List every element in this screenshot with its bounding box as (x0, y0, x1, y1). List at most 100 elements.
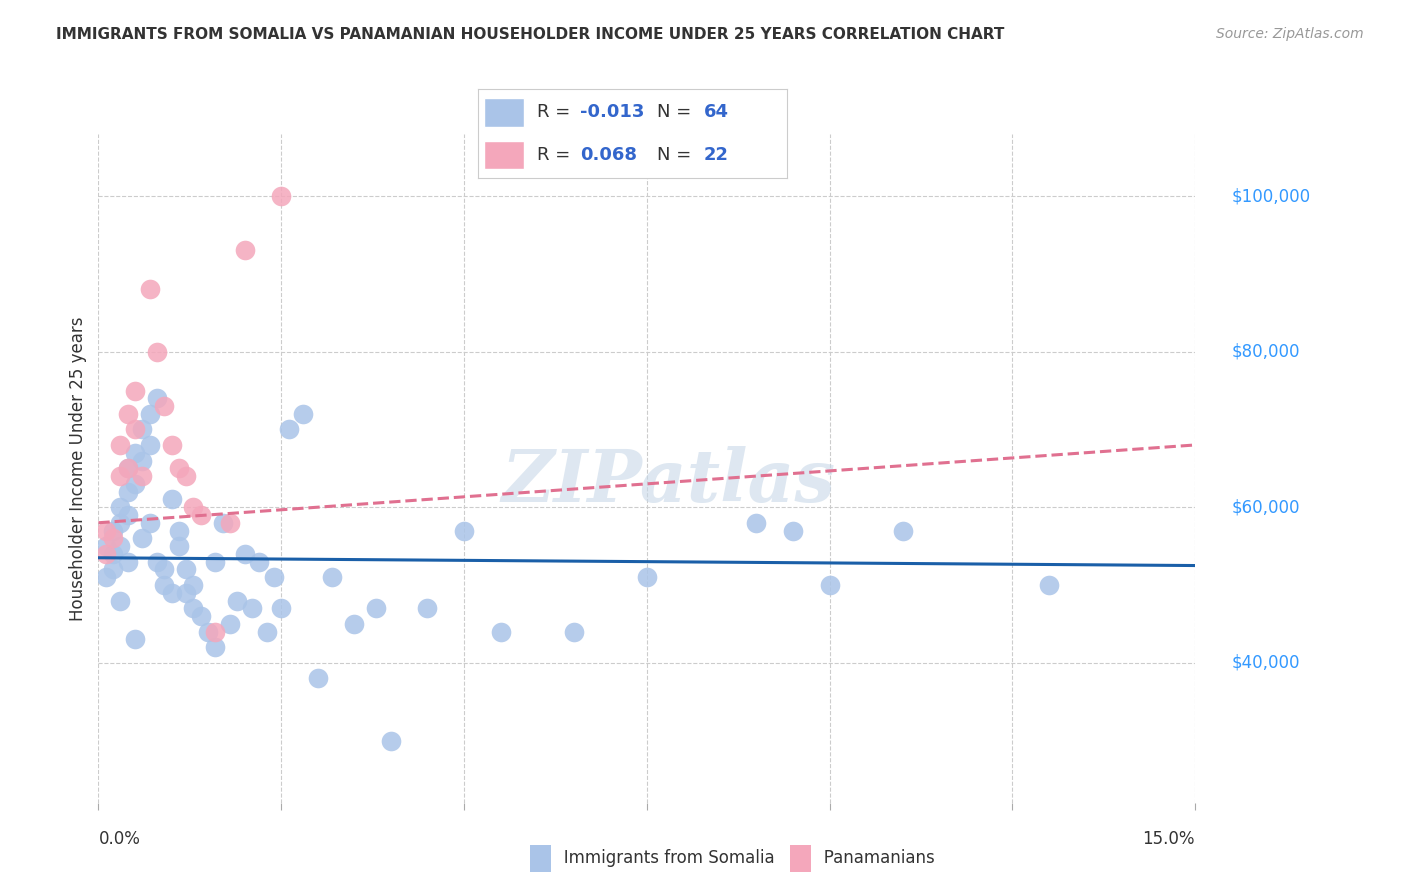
Point (233, 244, 256, 258)
Point (110, 593, 132, 607)
Point (219, 516, 242, 530)
Point (124, 632, 146, 647)
Point (138, 407, 160, 421)
Point (146, 344, 169, 359)
Point (197, 624, 219, 639)
Point (138, 438, 160, 452)
Point (146, 392, 169, 406)
Point (366, 601, 388, 615)
Text: $100,000: $100,000 (1232, 187, 1310, 205)
Point (183, 601, 205, 615)
Point (131, 453, 153, 467)
Point (110, 500, 132, 515)
Point (167, 524, 190, 538)
Point (160, 586, 183, 600)
Point (818, 578, 841, 592)
Y-axis label: Householder Income Under 25 years: Householder Income Under 25 years (69, 316, 87, 621)
Text: IMMIGRANTS FROM SOMALIA VS PANAMANIAN HOUSEHOLDER INCOME UNDER 25 YEARS CORRELAT: IMMIGRANTS FROM SOMALIA VS PANAMANIAN HO… (56, 27, 1005, 42)
Point (247, 555, 270, 569)
Text: Panamanians: Panamanians (808, 849, 935, 867)
Point (782, 524, 804, 538)
FancyBboxPatch shape (484, 141, 524, 169)
Text: $80,000: $80,000 (1232, 343, 1301, 360)
Point (270, 601, 292, 615)
Text: 15.0%: 15.0% (1143, 830, 1195, 848)
Point (101, 562, 124, 576)
Point (138, 282, 160, 296)
Point (117, 484, 139, 499)
Text: -0.013: -0.013 (581, 103, 644, 121)
Point (117, 407, 139, 421)
Point (110, 438, 132, 452)
Text: N =: N = (658, 103, 697, 121)
Point (233, 547, 256, 561)
Text: 64: 64 (704, 103, 728, 121)
Point (1038, 578, 1060, 592)
Point (416, 601, 439, 615)
Point (160, 492, 183, 507)
FancyBboxPatch shape (484, 98, 524, 127)
Point (204, 624, 226, 639)
Text: R =: R = (537, 103, 576, 121)
Point (117, 461, 139, 475)
Point (101, 547, 124, 561)
Point (745, 516, 768, 530)
Point (117, 555, 139, 569)
Text: N =: N = (658, 146, 697, 164)
Text: $40,000: $40,000 (1232, 654, 1301, 672)
Point (636, 570, 658, 584)
Point (453, 524, 475, 538)
Point (562, 624, 585, 639)
Point (240, 601, 263, 615)
Point (124, 476, 146, 491)
Point (321, 570, 343, 584)
Text: ZIPatlas: ZIPatlas (502, 446, 835, 517)
Point (160, 438, 183, 452)
Point (124, 446, 146, 460)
Point (117, 508, 139, 522)
Point (94, 547, 117, 561)
Point (891, 524, 914, 538)
Point (101, 524, 124, 538)
Point (219, 616, 242, 631)
Point (131, 469, 153, 483)
Point (489, 624, 512, 639)
Text: 22: 22 (704, 146, 728, 164)
Point (94, 539, 117, 553)
Text: R =: R = (537, 146, 576, 164)
Point (277, 422, 299, 436)
Point (204, 640, 226, 655)
Point (174, 562, 197, 576)
Point (183, 578, 205, 592)
Text: 0.068: 0.068 (581, 146, 637, 164)
Point (94, 524, 117, 538)
Point (153, 578, 176, 592)
Point (183, 500, 205, 515)
Point (117, 461, 139, 475)
Point (94, 570, 117, 584)
Point (190, 609, 212, 624)
Point (131, 531, 153, 545)
Point (167, 539, 190, 553)
Point (263, 570, 285, 584)
Point (138, 516, 160, 530)
Point (131, 422, 153, 436)
Point (153, 399, 176, 413)
Point (256, 624, 278, 639)
Point (110, 516, 132, 530)
Point (101, 531, 124, 545)
Point (380, 733, 402, 747)
Text: 0.0%: 0.0% (98, 830, 141, 848)
Point (167, 461, 190, 475)
Point (153, 562, 176, 576)
Point (211, 516, 233, 530)
Point (146, 555, 169, 569)
Text: $60,000: $60,000 (1232, 499, 1301, 516)
Point (307, 671, 329, 685)
Text: Immigrants from Somalia: Immigrants from Somalia (548, 849, 790, 867)
Point (292, 407, 315, 421)
Point (110, 469, 132, 483)
Point (124, 422, 146, 436)
Point (174, 469, 197, 483)
Point (110, 539, 132, 553)
